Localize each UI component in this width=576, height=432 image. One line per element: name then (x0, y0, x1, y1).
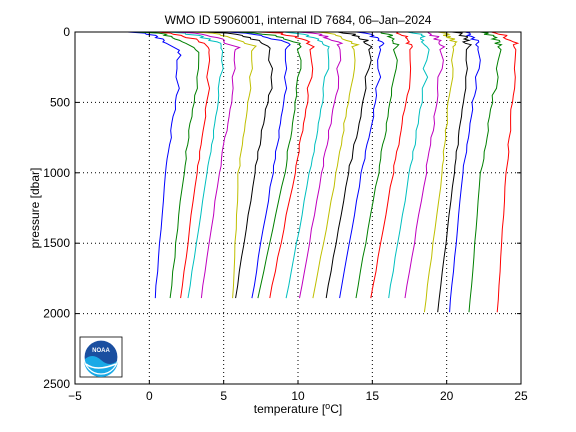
plot-area: −5 0 5 10 15 20 25 0 500 1000 1500 2000 2500 (43, 25, 528, 403)
y-tick-label: 1000 (43, 166, 70, 180)
x-tick-label: 5 (220, 389, 227, 403)
noaa-logo: NOAA (79, 336, 123, 378)
profile-line-21 (437, 31, 473, 313)
profile-line-5 (175, 31, 241, 299)
x-tick-label: 10 (291, 389, 305, 403)
x-tick-label: −5 (68, 389, 82, 403)
x-axis-label: temperature [oC] (254, 401, 342, 416)
ticks-layer: −5 0 5 10 15 20 25 0 500 1000 1500 2000 2500 (43, 25, 528, 403)
x-tick-label: 0 (146, 389, 153, 403)
profile-line-23 (468, 31, 503, 313)
profile-line-7 (206, 31, 274, 299)
profile-line-22 (449, 31, 481, 313)
y-tick-label: 2500 (43, 377, 70, 391)
y-tick-label: 500 (50, 95, 70, 109)
profile-line-9 (236, 31, 302, 299)
x-axis-label-degree: o (325, 401, 330, 411)
profile-line-3 (156, 31, 211, 299)
profile-line-1 (127, 31, 182, 299)
y-tick-label: 1500 (43, 236, 70, 250)
profile-line-12 (298, 31, 344, 299)
chart-title: WMO ID 5906001, internal ID 7684, 06–Jan… (165, 13, 432, 27)
x-axis-label-prefix: temperature [ (254, 402, 326, 416)
x-tick-label: 25 (514, 389, 528, 403)
x-axis-label-suffix: ] (339, 402, 342, 416)
profile-line-19 (404, 31, 446, 299)
y-tick-label: 2000 (43, 307, 70, 321)
profile-line-14 (325, 31, 373, 299)
y-tick-label: 0 (63, 25, 70, 39)
profile-line-10 (258, 31, 315, 299)
profiles-layer (127, 31, 520, 313)
profile-line-24 (491, 31, 520, 313)
x-axis-label-unit: C (330, 402, 339, 416)
y-axis-label: pressure [dbar] (28, 168, 42, 249)
profile-line-16 (355, 31, 400, 299)
profile-line-4 (167, 31, 224, 299)
profile-line-6 (191, 31, 257, 299)
profile-line-2 (133, 31, 200, 299)
profile-line-17 (370, 31, 413, 299)
profile-line-18 (388, 31, 430, 299)
profile-line-13 (312, 31, 360, 299)
profile-line-8 (226, 31, 291, 299)
profile-line-20 (423, 31, 458, 313)
x-tick-label: 20 (440, 389, 454, 403)
x-tick-label: 15 (366, 389, 380, 403)
profile-line-15 (339, 31, 385, 299)
profile-line-11 (283, 31, 330, 299)
noaa-logo-text: NOAA (92, 348, 110, 354)
